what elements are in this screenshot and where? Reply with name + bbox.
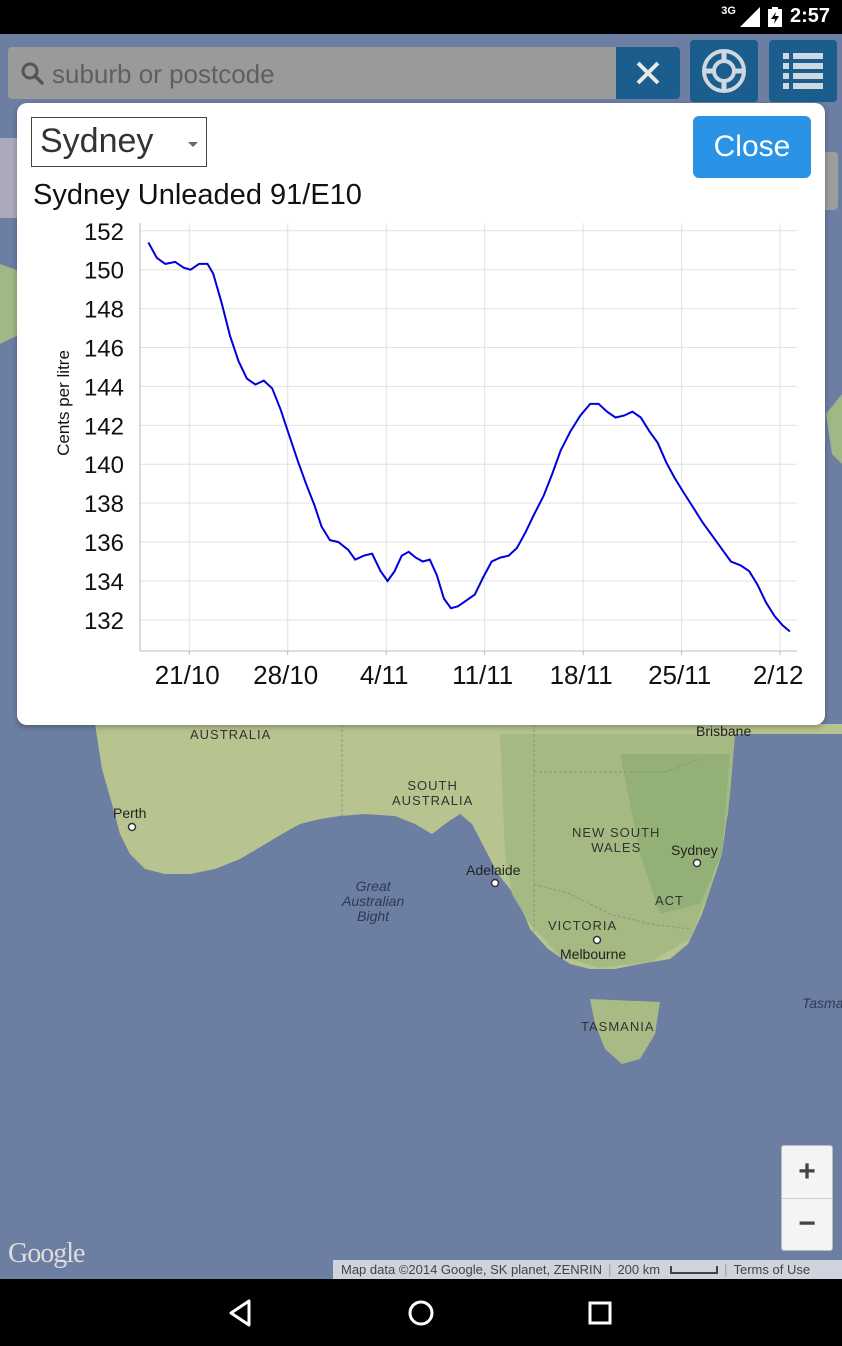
- map-label-sydney: Sydney: [671, 842, 718, 858]
- x-tick-label: 4/11: [360, 660, 409, 690]
- close-button[interactable]: Close: [693, 116, 811, 178]
- map-label-new-south-wales: NEW SOUTH WALES: [572, 825, 661, 855]
- zoom-out-button[interactable]: −: [798, 1207, 816, 1240]
- map-label-melbourne: Melbourne: [560, 946, 627, 962]
- clock: 2:57: [789, 5, 830, 27]
- map-attribution: Map data ©2014 Google, SK planet, ZENRIN…: [333, 1260, 842, 1279]
- dropdown-caret-icon: [188, 142, 198, 147]
- y-tick-label: 146: [84, 336, 124, 363]
- y-axis-label: Cents per litre: [54, 350, 73, 456]
- attribution-text: Map data ©2014 Google, SK planet, ZENRIN: [341, 1262, 603, 1277]
- x-axis: 21/10 28/10 4/11 11/11 18/11 25/11 2/12: [155, 651, 804, 690]
- city-select[interactable]: Sydney: [31, 117, 207, 167]
- map-terrain: [0, 264, 842, 1064]
- network-type: 3G: [721, 4, 736, 17]
- city-select-value: Sydney: [40, 122, 154, 160]
- google-logo: Google: [8, 1238, 85, 1269]
- x-tick-label: 25/11: [648, 660, 711, 690]
- battery-charging-icon: [767, 6, 782, 27]
- scale-bar: [670, 1265, 719, 1274]
- y-tick-label: 150: [84, 258, 124, 285]
- x-tick-label: 18/11: [550, 660, 613, 690]
- x-tick-label: 21/10: [155, 660, 220, 690]
- close-icon: [636, 61, 660, 85]
- attribution-separator: |: [724, 1262, 728, 1277]
- clear-search-button[interactable]: [616, 47, 680, 99]
- map-label-western-australia: AUSTRALIA: [190, 727, 272, 742]
- y-tick-label: 132: [84, 608, 124, 635]
- zoom-controls: + −: [781, 1145, 833, 1251]
- map-label-tasman: Tasma: [802, 995, 842, 1011]
- scale-label: 200 km: [617, 1262, 661, 1277]
- search-icon: [21, 62, 44, 85]
- signal-icon: [739, 6, 760, 27]
- list-icon: [783, 53, 823, 89]
- back-icon[interactable]: [221, 1293, 261, 1333]
- y-tick-label: 140: [84, 452, 124, 479]
- map-label-victoria: VICTORIA: [548, 918, 618, 933]
- x-tick-label: 11/11: [452, 660, 513, 690]
- terms-link[interactable]: Terms of Use: [733, 1262, 811, 1277]
- map-label-adelaide: Adelaide: [466, 862, 521, 878]
- attribution-separator: |: [608, 1262, 612, 1277]
- lifebuoy-icon: [702, 49, 746, 93]
- y-tick-label: 142: [84, 413, 124, 440]
- x-tick-label: 28/10: [253, 660, 318, 690]
- map-label-act: ACT: [655, 893, 684, 908]
- y-tick-label: 138: [84, 491, 124, 518]
- chart-title: Sydney Unleaded 91/E10: [33, 179, 362, 211]
- y-tick-label: 136: [84, 530, 124, 557]
- map-label-great-australian-bight: Great Australian Bight: [342, 878, 405, 924]
- list-button[interactable]: [769, 40, 837, 102]
- chart-grid: [139, 223, 797, 652]
- y-tick-label: 134: [84, 569, 124, 596]
- home-icon[interactable]: [401, 1293, 441, 1333]
- y-axis: 152 150 148 146 144 142 140 138 136 134 132: [84, 219, 124, 635]
- search-input[interactable]: [50, 55, 614, 93]
- recents-icon[interactable]: [580, 1293, 620, 1333]
- x-tick-label: 2/12: [753, 660, 804, 690]
- y-tick-label: 144: [84, 374, 124, 401]
- price-line: [147, 242, 791, 633]
- status-bar: 3G 2:57: [0, 0, 842, 34]
- search-bar: [8, 47, 680, 99]
- map-label-brisbane: Brisbane: [696, 723, 752, 739]
- zoom-in-button[interactable]: +: [782, 1146, 832, 1199]
- y-tick-label: 148: [84, 297, 124, 324]
- locate-button[interactable]: [690, 40, 758, 102]
- price-chart-dialog: Sydney Close Sydney Unleaded 91/E10 152 1…: [17, 103, 825, 725]
- map-label-south-australia: SOUTH AUSTRALIA: [392, 778, 474, 808]
- map-label-tasmania: TASMANIA: [581, 1019, 655, 1034]
- map-label-perth: Perth: [113, 805, 147, 821]
- y-tick-label: 152: [84, 219, 124, 246]
- navigation-bar: [0, 1279, 842, 1346]
